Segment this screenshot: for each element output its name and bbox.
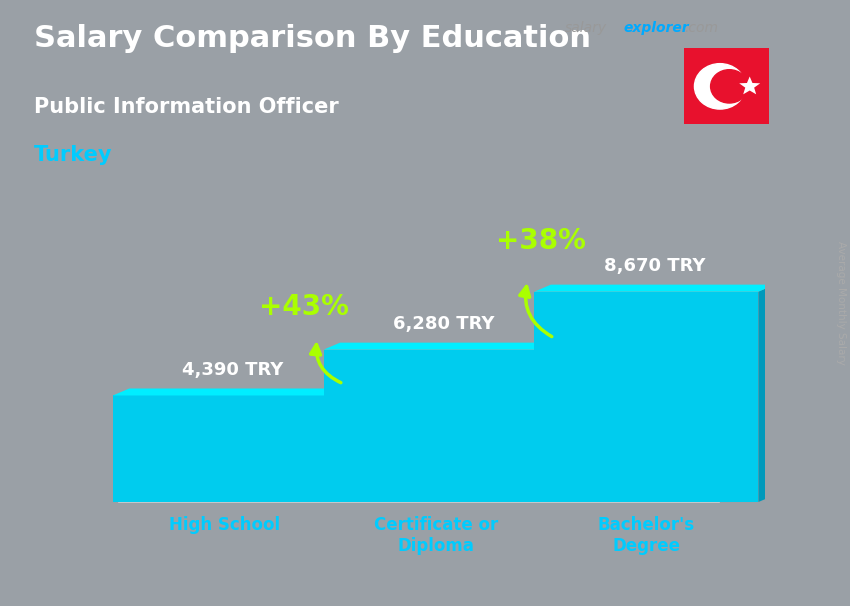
Text: Average Monthly Salary: Average Monthly Salary <box>836 241 846 365</box>
Polygon shape <box>535 285 775 291</box>
Text: Certificate or
Diploma: Certificate or Diploma <box>373 516 498 555</box>
Text: explorer: explorer <box>623 21 688 35</box>
Circle shape <box>694 64 745 109</box>
Polygon shape <box>113 388 354 396</box>
Text: High School: High School <box>169 516 280 534</box>
Text: Bachelor's
Degree: Bachelor's Degree <box>598 516 695 555</box>
Polygon shape <box>324 342 564 350</box>
Polygon shape <box>337 388 354 502</box>
Polygon shape <box>740 76 760 95</box>
Circle shape <box>711 70 748 103</box>
Polygon shape <box>324 350 547 502</box>
Polygon shape <box>113 396 337 502</box>
Text: 6,280 TRY: 6,280 TRY <box>393 315 495 333</box>
Text: .com: .com <box>684 21 718 35</box>
Polygon shape <box>547 342 564 502</box>
Text: +43%: +43% <box>259 293 348 321</box>
Text: Turkey: Turkey <box>34 145 112 165</box>
Text: 4,390 TRY: 4,390 TRY <box>183 361 284 379</box>
Text: 8,670 TRY: 8,670 TRY <box>604 258 706 275</box>
Polygon shape <box>535 291 758 502</box>
Text: salary: salary <box>565 21 608 35</box>
Text: +38%: +38% <box>496 227 586 255</box>
Text: Public Information Officer: Public Information Officer <box>34 97 339 117</box>
Polygon shape <box>758 285 775 502</box>
Text: Salary Comparison By Education: Salary Comparison By Education <box>34 24 591 53</box>
